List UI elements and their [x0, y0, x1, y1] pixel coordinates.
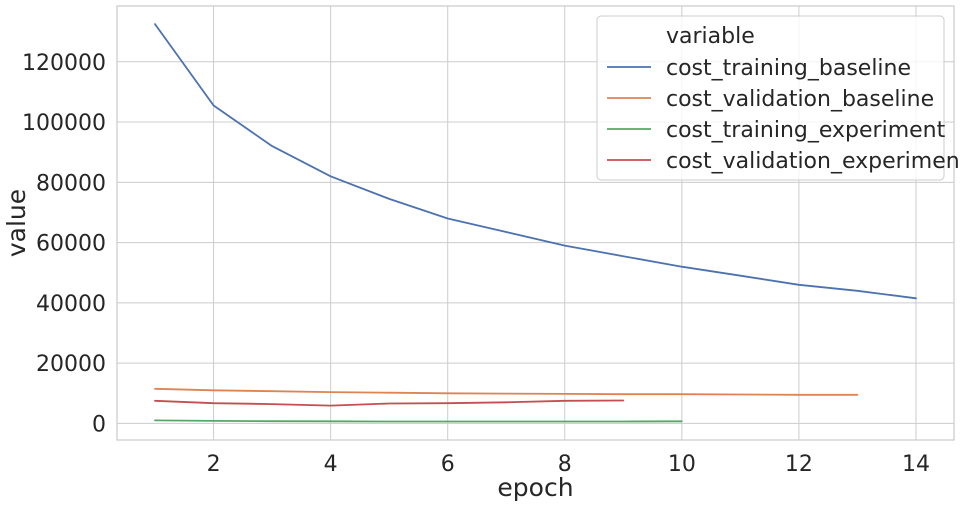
series-line-cost-validation-experiment	[154, 399, 625, 407]
series-line-cost-training-experiment	[154, 419, 683, 423]
legend-label-cost-validation-experiment: cost_validation_experiment	[666, 149, 960, 174]
series-line-cost-validation-baseline	[154, 387, 859, 396]
series-lines	[154, 23, 917, 423]
y-tick-label: 120000	[22, 51, 106, 76]
y-tick-label: 80000	[36, 171, 106, 196]
y-tick-label: 60000	[36, 232, 106, 257]
x-tick-label: 2	[207, 452, 221, 477]
y-tick-label: 20000	[36, 352, 106, 377]
y-tick-label: 100000	[22, 111, 106, 136]
y-axis-label: value	[2, 189, 31, 257]
plot-frame	[116, 5, 955, 441]
x-tick-label: 10	[668, 452, 696, 477]
legend-label-cost-validation-baseline: cost_validation_baseline	[666, 87, 934, 112]
legend-entries: cost_training_baseline cost_validation_ba…	[607, 56, 960, 174]
legend: variable cost_training_baseline cost_vali…	[596, 15, 960, 181]
x-axis-label: epoch	[497, 473, 573, 502]
x-tick-label: 6	[441, 452, 455, 477]
x-tick-label: 4	[324, 452, 338, 477]
legend-title: variable	[666, 24, 755, 49]
y-tick-label: 40000	[36, 292, 106, 317]
y-tick-label: 0	[92, 412, 106, 437]
tick-labels: 2 4 6 8 10 12 14 0 20000 40000 60000 80000 100000 120…	[22, 51, 930, 477]
x-tick-label: 12	[785, 452, 813, 477]
x-tick-label: 14	[902, 452, 930, 477]
series-line-cost-training-baseline	[154, 23, 917, 300]
x-tick-label: 8	[558, 452, 572, 477]
legend-label-cost-training-experiment: cost_training_experiment	[666, 118, 946, 143]
grid	[117, 6, 954, 440]
legend-label-cost-training-baseline: cost_training_baseline	[666, 56, 911, 81]
legend-box	[596, 15, 945, 181]
